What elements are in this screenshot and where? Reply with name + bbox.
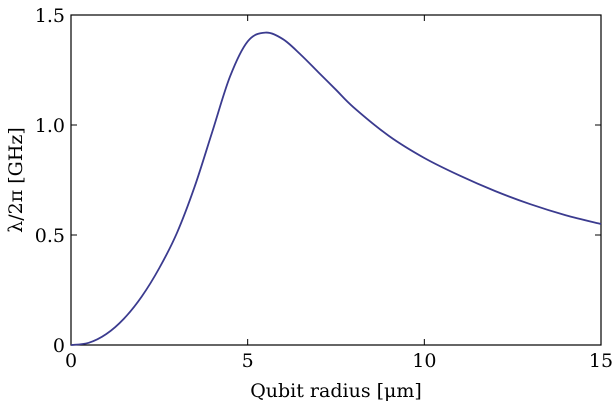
- x-tick-label: 10: [412, 350, 436, 372]
- x-tick-label: 0: [65, 350, 77, 372]
- y-tick-label: 0.5: [35, 225, 65, 247]
- ticks: [70, 14, 602, 346]
- tick-labels: 0 5 10 15 0 0.5 1.0 1.5: [35, 5, 613, 372]
- x-tick-label: 5: [242, 350, 254, 372]
- y-tick-label: 1.5: [35, 5, 65, 27]
- x-tick-label: 15: [589, 350, 613, 372]
- x-axis-label: Qubit radius [μm]: [250, 380, 422, 402]
- plot-frame: [70, 14, 602, 346]
- y-axis-label: λ/2π [GHz]: [5, 127, 27, 233]
- y-tick-label: 1.0: [35, 115, 65, 137]
- series-line: [70, 31, 602, 346]
- y-tick-label: 0: [53, 335, 65, 357]
